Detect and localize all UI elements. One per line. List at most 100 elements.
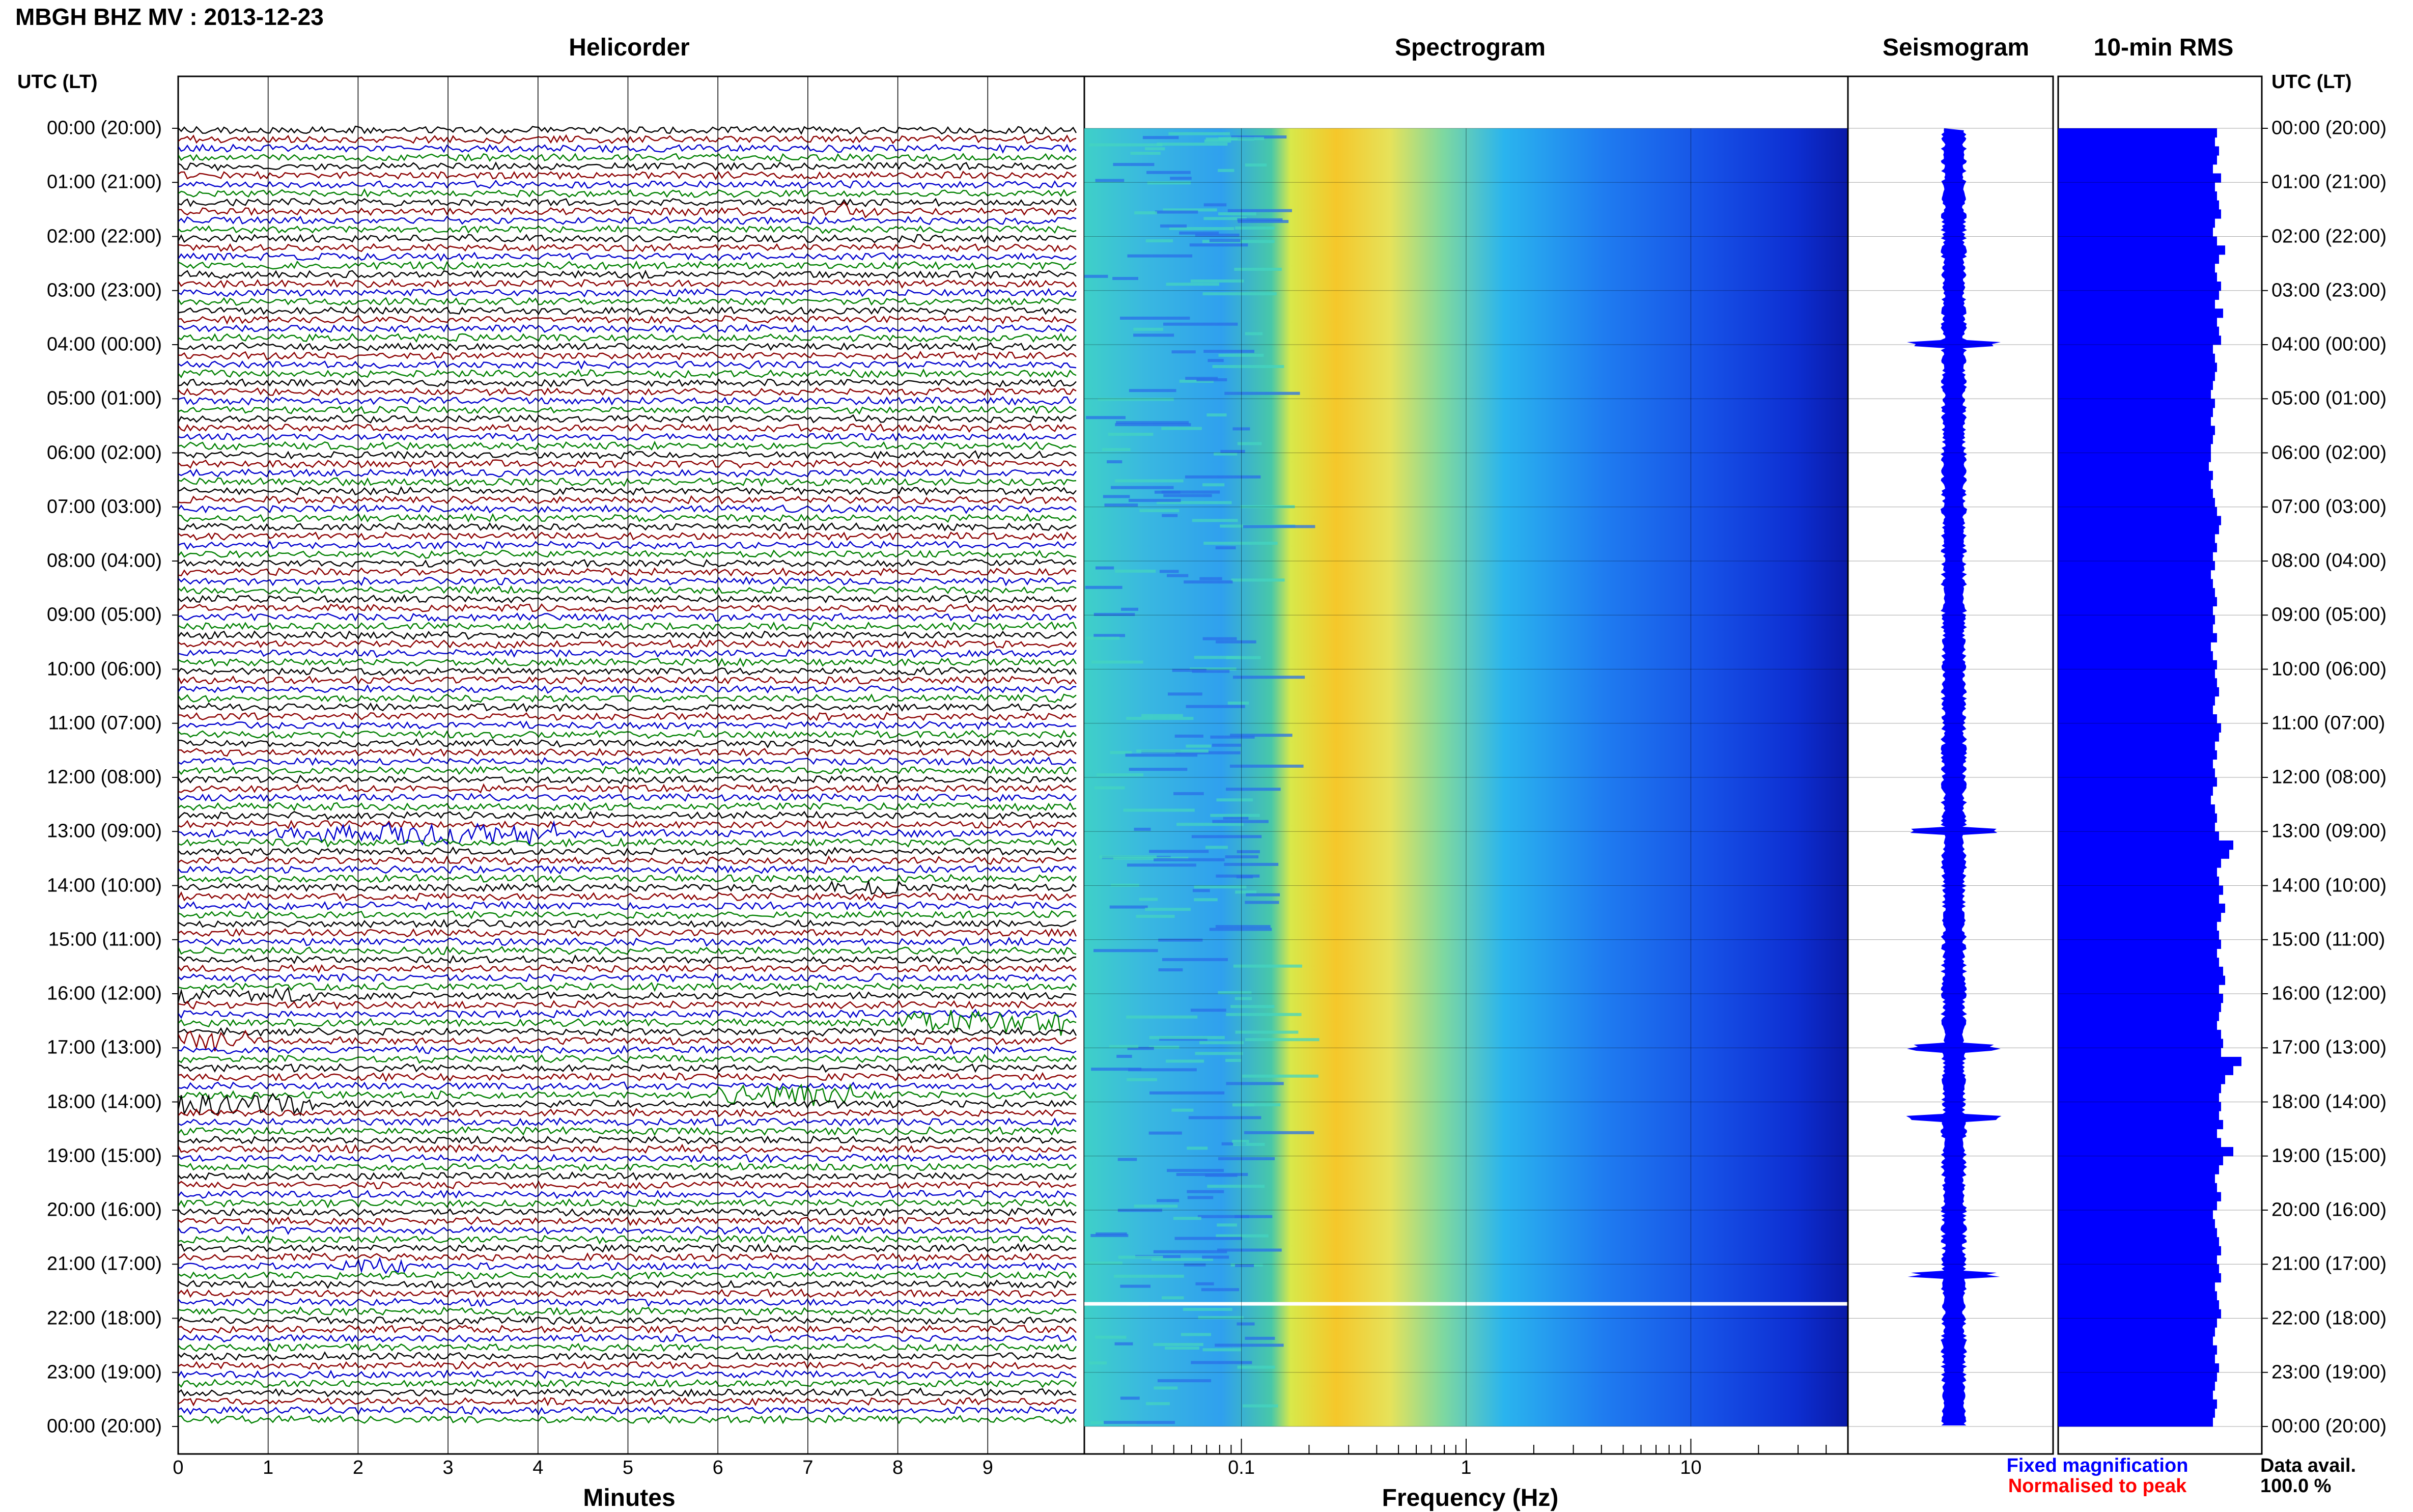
spectrogram-band	[1234, 267, 1282, 271]
helicorder-trace	[178, 1117, 1077, 1127]
helicorder-trace	[178, 1081, 1077, 1090]
spectrogram-band	[1095, 1335, 1127, 1339]
helicorder-trace	[178, 1279, 1077, 1289]
helicorder-trace	[178, 504, 1077, 514]
spectrogram-band	[1107, 460, 1123, 464]
spectrogram-band	[1144, 147, 1165, 151]
rms-bar	[2058, 975, 2225, 985]
spectrogram-band	[1112, 276, 1138, 280]
spectrogram-band	[1104, 503, 1138, 507]
helicorder-trace	[178, 1405, 1077, 1416]
rms-bar	[2058, 389, 2211, 399]
spectrogram-band	[1237, 442, 1262, 445]
rms-bar	[2058, 335, 2221, 345]
spectrogram-band	[1183, 1308, 1232, 1311]
minutes-axis-label: Minutes	[583, 1485, 676, 1511]
helicorder-trace	[178, 1216, 1077, 1226]
helicorder-trace	[178, 405, 1077, 415]
spectrogram-band	[1129, 768, 1188, 771]
helicorder-trace	[178, 1306, 1077, 1317]
rms-bar	[2058, 345, 2213, 354]
helicorder-trace	[177, 297, 1077, 306]
spectrogram-band	[1226, 1082, 1284, 1085]
helicorder-trace	[178, 198, 1077, 208]
rms-bar	[2058, 858, 2221, 868]
helicorder-trace	[178, 315, 1077, 325]
time-label-left: 05:00 (01:00)	[46, 387, 162, 409]
helicorder-trace	[178, 810, 1077, 820]
rms-bar	[2058, 876, 2219, 886]
helicorder-trace	[178, 215, 1077, 225]
frequency-tick-label: 1	[1461, 1457, 1472, 1478]
frequency-tick-label: 0.1	[1228, 1457, 1255, 1478]
rms-bar	[2058, 470, 2213, 481]
helicorder-trace	[178, 378, 1077, 388]
spectrogram-band	[1202, 1255, 1229, 1259]
spectrogram-band	[1170, 177, 1192, 180]
rms-bar	[2058, 597, 2217, 607]
rms-bar	[2058, 380, 2213, 390]
spectrogram-band	[1098, 398, 1174, 401]
spectrogram-band	[1139, 509, 1180, 513]
time-label-right: 04:00 (00:00)	[2271, 333, 2387, 355]
time-label-right: 20:00 (16:00)	[2271, 1199, 2387, 1221]
helicorder-trace	[178, 1271, 1077, 1280]
spectrogram-band	[1153, 1250, 1227, 1253]
spectrogram-band	[1212, 743, 1241, 747]
spectrogram-band	[1155, 210, 1198, 214]
helicorder-trace	[178, 657, 1077, 667]
spectrogram-band	[1127, 1047, 1154, 1050]
helicorder-trace	[178, 567, 1077, 577]
spectrogram-band	[1192, 889, 1210, 892]
time-label-left: 18:00 (14:00)	[46, 1091, 162, 1112]
spectrogram-band	[1134, 1205, 1178, 1208]
spectrogram-band	[1245, 163, 1267, 167]
spectrogram-band	[1130, 152, 1161, 155]
spectrogram-band	[1125, 753, 1198, 757]
spectrogram-band	[1148, 1045, 1180, 1049]
spectrogram-band	[1109, 1045, 1139, 1048]
rms-bar	[2058, 128, 2217, 138]
helicorder-trace	[177, 1198, 1077, 1209]
spectrogram-band	[1235, 226, 1275, 230]
spectrogram-band	[1163, 494, 1212, 497]
spectrogram-band	[1085, 636, 1120, 640]
spectrogram-band	[1217, 1223, 1237, 1227]
helicorder-trace	[178, 793, 1077, 803]
spectrogram-panel	[1083, 75, 1849, 1455]
rms-bar	[2058, 1156, 2223, 1165]
minute-tick-label: 8	[892, 1457, 904, 1478]
rms-bar	[2058, 786, 2213, 796]
rms-bar	[2058, 435, 2213, 444]
helicorder-trace	[178, 720, 1077, 731]
time-label-right: 15:00 (11:00)	[2271, 929, 2386, 950]
helicorder-trace	[177, 414, 1077, 424]
helicorder-trace	[178, 269, 1077, 280]
spectrogram-band	[1174, 734, 1203, 738]
helicorder-trace	[177, 987, 1077, 1004]
rms-bar	[2058, 1399, 2217, 1409]
spectrogram-band	[1202, 1348, 1242, 1352]
time-label-right: 10:00 (06:00)	[2271, 658, 2387, 680]
right-axis-header: UTC (LT)	[2271, 71, 2352, 93]
time-label-right: 19:00 (15:00)	[2271, 1145, 2387, 1167]
helicorder-trace	[177, 684, 1077, 694]
spectrogram-band	[1235, 890, 1257, 894]
minute-tick-label: 1	[263, 1457, 274, 1478]
rms-bar	[2058, 579, 2213, 589]
rms-bar	[2058, 1336, 2213, 1346]
helicorder-trace	[178, 432, 1077, 442]
spectrogram-band	[1096, 773, 1143, 776]
helicorder-trace	[178, 855, 1077, 865]
rms-bar	[2058, 768, 2215, 778]
spectrogram-band	[1216, 1234, 1269, 1238]
helicorder-trace	[178, 918, 1077, 929]
spectrogram-band	[1218, 991, 1252, 994]
rms-bar	[2058, 507, 2217, 516]
helicorder-trace	[178, 225, 1077, 234]
time-label-left: 20:00 (16:00)	[46, 1199, 162, 1221]
spectrogram-band	[1218, 1157, 1275, 1160]
rms-bar	[2058, 1174, 2215, 1184]
time-label-left: 21:00 (17:00)	[46, 1253, 162, 1275]
